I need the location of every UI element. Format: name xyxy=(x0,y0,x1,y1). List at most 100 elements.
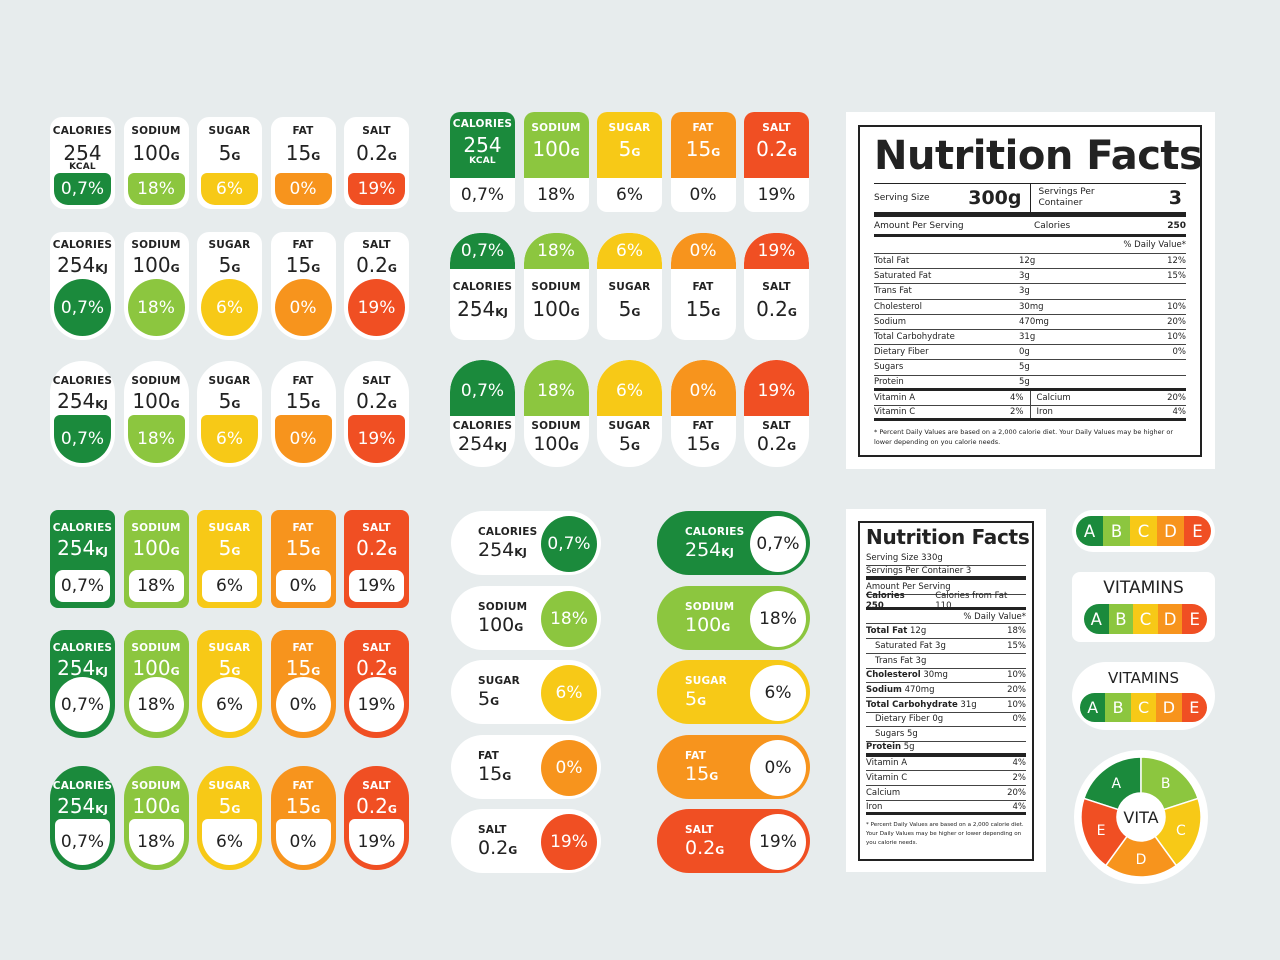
label-card-dome: 18% SODIUM 100G xyxy=(523,360,589,467)
label-pill-white: SODIUM 100G 18% xyxy=(451,585,601,650)
nutrient-row: Total Carbohydrate 31g 10% xyxy=(866,698,1026,713)
nutrient-value: 5G xyxy=(218,536,241,560)
percent-value: 18% xyxy=(127,173,185,205)
unit-kcal: KCAL xyxy=(69,162,96,172)
nutrient-label: SUGAR xyxy=(208,125,251,137)
serving-row: Serving Size 330g xyxy=(866,551,1026,566)
percent-value: 18% xyxy=(128,819,184,865)
nutrient-label: SALT xyxy=(362,642,391,654)
nutrient-label: CALORIES xyxy=(452,118,513,130)
amount-row: Amount Per Serving xyxy=(866,580,1026,596)
percent-value: 0% xyxy=(275,677,331,732)
nutrient-label: FAT xyxy=(292,780,314,792)
grade-c: C xyxy=(1130,693,1157,722)
percent-value: 0% xyxy=(689,185,717,205)
label-card-pct-top: 0,7% CALORIES 254KJ xyxy=(450,233,515,340)
percent-value: 18% xyxy=(541,590,597,647)
nutrient-value: 0.2G xyxy=(478,837,518,859)
percent-value: 18% xyxy=(127,279,185,336)
nutrient-value: 5G xyxy=(218,656,241,680)
nutrient-value: 254KJ xyxy=(57,536,108,560)
nutrient-value: 15G xyxy=(685,297,721,321)
percent-value: 18% xyxy=(128,570,184,602)
unit-kcal: KCAL xyxy=(469,156,496,166)
nutrient-value: 254KJ xyxy=(57,389,108,413)
nutrient-value: 100G xyxy=(132,253,180,277)
nutrient-value: 254KJ xyxy=(458,433,507,455)
nutrient-value: 0.2G xyxy=(356,253,397,277)
label-card-colored: SUGAR 5G 6% xyxy=(197,630,262,738)
nutrient-label: CALORIES xyxy=(685,526,745,538)
percent-value: 0% xyxy=(670,360,736,416)
nutrient-row: Trans Fat 3g xyxy=(866,654,1026,669)
percent-value: 0,7% xyxy=(55,570,110,602)
nutrient-label: SUGAR xyxy=(478,675,520,687)
percent-value: 18% xyxy=(127,415,185,463)
nutrient-value: 5G xyxy=(478,688,500,710)
vitamins-badge-pill: VITAMINS A B C D E xyxy=(1072,662,1215,730)
nutrient-value: 5G xyxy=(218,141,241,165)
nutrient-label: CALORIES xyxy=(52,375,113,387)
label-card-pill: SUGAR 5G 6% xyxy=(197,361,262,467)
nutrient-value: 0.2G xyxy=(685,837,725,859)
nutrient-label: SODIUM xyxy=(131,780,181,792)
label-card-colored-top: SUGAR 5G 6% xyxy=(597,112,662,212)
percent-value: 6% xyxy=(597,360,662,416)
label-card-pct-top: 0% FAT 15G xyxy=(670,233,736,340)
nutrient-label: SALT xyxy=(362,375,391,387)
nutrient-row: Protein 5g xyxy=(874,376,1186,391)
nutrient-value: 15G xyxy=(685,762,719,785)
vita-grade-label: D xyxy=(1136,852,1147,868)
percent-value: 0% xyxy=(274,279,332,336)
vitamin-row: Iron 4% xyxy=(866,801,1026,816)
percent-value: 0,7% xyxy=(55,819,110,865)
percent-value: 18% xyxy=(523,360,589,416)
nutrient-value: 100G xyxy=(132,141,180,165)
nutrient-label: CALORIES xyxy=(52,780,113,792)
nutrient-label: SUGAR xyxy=(608,122,651,134)
grade-d: D xyxy=(1157,516,1184,546)
nutrient-label: SUGAR xyxy=(208,375,251,387)
grade-e: E xyxy=(1184,516,1211,546)
grade-a: A xyxy=(1076,516,1103,546)
nutrient-label: SUGAR xyxy=(608,281,651,293)
percent-value: 0,7% xyxy=(54,415,111,463)
nutrient-row: Trans Fat 3g xyxy=(874,284,1186,300)
nutrient-row: Total Fat 12g 18% xyxy=(866,624,1026,640)
percent-value: 19% xyxy=(750,814,806,870)
label-card-pill: SODIUM 100G 18% xyxy=(123,361,189,467)
grade-c: C xyxy=(1130,516,1157,546)
nutrient-label: CALORIES xyxy=(478,526,538,538)
label-card-colored: SALT 0.2G 19% xyxy=(344,630,409,738)
amount-per-serving: Amount Per Serving xyxy=(874,220,964,231)
percent-value: 0,7% xyxy=(460,185,505,205)
percent-value: 6% xyxy=(202,819,257,865)
nutrient-row: Dietary Fiber 0g 0% xyxy=(874,345,1186,361)
vita-segment-e xyxy=(1080,797,1128,867)
label-card-colored: SODIUM 100G 18% xyxy=(123,766,189,870)
label-card-pct-top: 6% SUGAR 5G xyxy=(597,233,662,340)
vita-grade-label: C xyxy=(1176,823,1186,839)
percent-value: 6% xyxy=(750,665,806,721)
nutrient-value: 254KJ xyxy=(57,794,108,818)
nutrition-facts-small-card: Nutrition Facts Serving Size 330g Servings… xyxy=(846,509,1046,872)
nutrient-label: CALORIES xyxy=(52,125,113,137)
nutrient-label: SODIUM xyxy=(685,600,735,613)
percent-value: 19% xyxy=(348,415,405,463)
nutrient-value: 5G xyxy=(218,389,241,413)
nutrient-row: Cholesterol 30mg 10% xyxy=(866,669,1026,684)
calories-value: 250 xyxy=(1167,220,1186,231)
nutrient-value: 100G xyxy=(132,536,180,560)
percent-value: 0,7% xyxy=(541,516,597,572)
percent-value: 18% xyxy=(128,677,184,732)
nutrient-label: CALORIES xyxy=(452,420,513,432)
vitamins-title: VITAMINS xyxy=(1103,578,1184,598)
nutrient-value: 5G xyxy=(618,297,641,321)
percent-value: 6% xyxy=(202,570,257,602)
label-pill-white: FAT 15G 0% xyxy=(451,734,601,799)
percent-value: 0,7% xyxy=(54,173,111,205)
label-pill-colored: CALORIES 254KJ 0,7% xyxy=(657,511,810,575)
nutrient-value: 15G xyxy=(685,137,721,161)
